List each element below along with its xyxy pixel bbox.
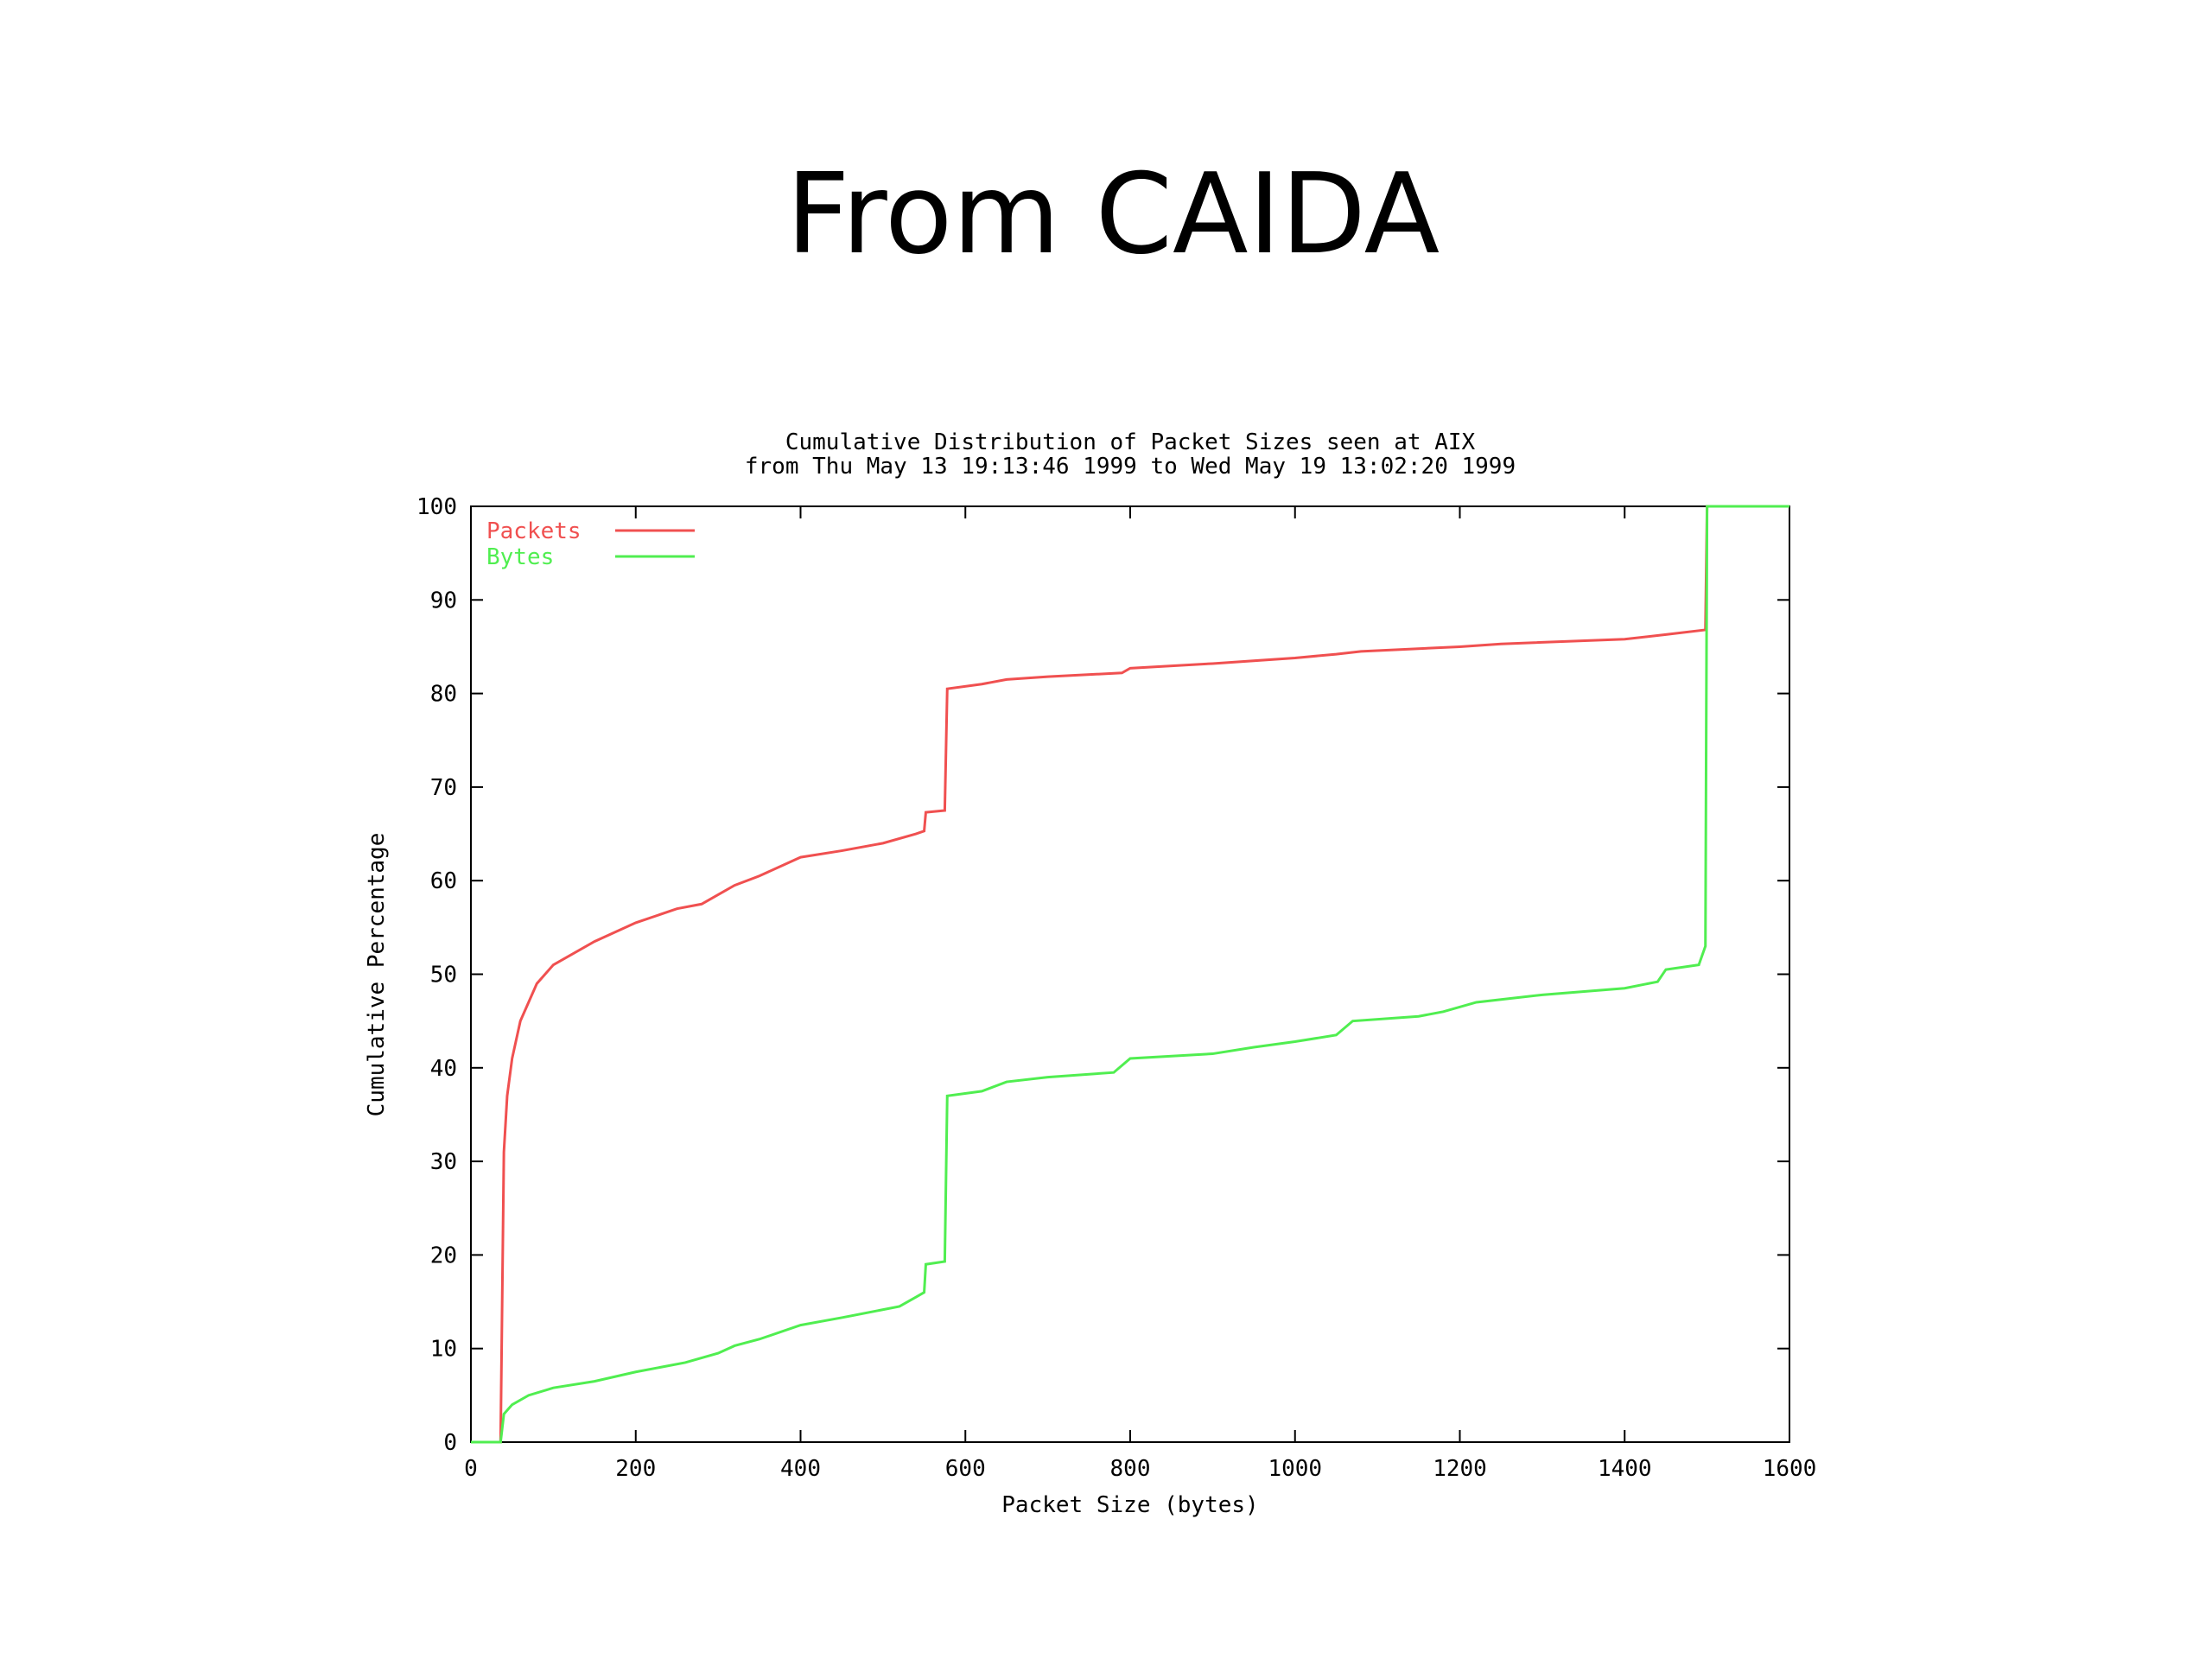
y-tick-label: 40: [430, 1056, 457, 1082]
y-tick-label: 90: [430, 588, 457, 613]
y-tick-label: 70: [430, 775, 457, 801]
chart-subtitle: from Thu May 13 19:13:46 1999 to Wed May…: [745, 454, 1516, 480]
x-tick-label: 200: [615, 1456, 656, 1482]
x-tick-label: 1600: [1763, 1456, 1817, 1482]
slide-title: From CAIDA: [786, 150, 1440, 279]
y-tick-label: 10: [430, 1337, 457, 1363]
x-tick-label: 0: [464, 1456, 478, 1482]
x-tick-label: 600: [945, 1456, 986, 1482]
chart-title: Cumulative Distribution of Packet Sizes …: [785, 429, 1476, 455]
x-tick-label: 1000: [1268, 1456, 1322, 1482]
x-tick-label: 1200: [1433, 1456, 1487, 1482]
x-tick-label: 1400: [1598, 1456, 1652, 1482]
x-tick-label: 800: [1110, 1456, 1151, 1482]
y-tick-label: 0: [443, 1430, 457, 1456]
y-axis-label: Cumulative Percentage: [364, 833, 390, 1117]
plot-frame: [470, 505, 1790, 1443]
legend-label: Bytes: [486, 544, 554, 570]
y-tick-label: 60: [430, 868, 457, 894]
series-line: [471, 505, 1789, 1444]
x-axis-label: Packet Size (bytes): [1001, 1492, 1258, 1518]
series-line: [471, 505, 1789, 1444]
x-tick-label: 400: [780, 1456, 821, 1482]
legend-label: Packets: [486, 518, 582, 544]
y-tick-label: 100: [416, 494, 457, 520]
y-tick-label: 50: [430, 963, 457, 988]
y-tick-label: 30: [430, 1149, 457, 1175]
y-tick-label: 80: [430, 682, 457, 708]
y-tick-label: 20: [430, 1243, 457, 1268]
